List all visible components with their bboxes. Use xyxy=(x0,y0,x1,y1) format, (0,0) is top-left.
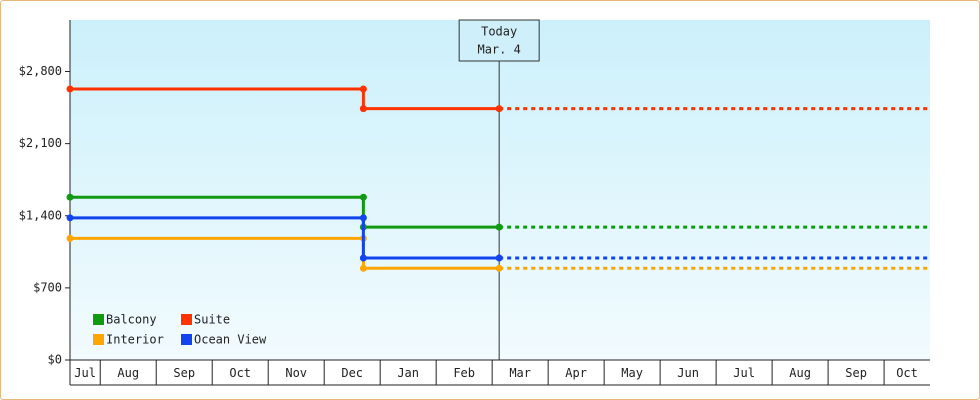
price-point xyxy=(359,264,367,272)
x-tick-label: Feb xyxy=(453,366,475,380)
x-tick-label: Jun xyxy=(677,366,699,380)
price-point xyxy=(495,105,503,113)
price-point xyxy=(495,264,503,272)
x-tick-label: Sep xyxy=(845,366,867,380)
x-tick-label: Aug xyxy=(117,366,139,380)
price-point xyxy=(359,254,367,262)
x-tick-label: Dec xyxy=(341,366,363,380)
price-line xyxy=(70,87,500,111)
legend-swatch xyxy=(181,334,192,345)
x-tick-label: Sep xyxy=(173,366,195,380)
y-tick-label: $0 xyxy=(48,353,62,367)
y-tick-label: $1,400 xyxy=(19,208,62,222)
y-tick-label: $700 xyxy=(33,280,62,294)
x-tick-label: Nov xyxy=(285,366,307,380)
legend-label: Ocean View xyxy=(194,333,267,347)
plot-area xyxy=(70,20,930,360)
x-tick-label: Aug xyxy=(789,366,811,380)
legend-swatch xyxy=(93,314,104,325)
today-label: Today xyxy=(481,25,517,39)
x-tick-label: Jul xyxy=(74,366,96,380)
today-label: Mar. 4 xyxy=(477,43,520,57)
price-point xyxy=(66,193,74,201)
price-line xyxy=(70,216,500,260)
x-tick-label: Oct xyxy=(896,366,918,380)
y-tick-label: $2,100 xyxy=(19,136,62,150)
legend-label: Interior xyxy=(106,333,164,347)
x-tick-label: Apr xyxy=(565,366,587,380)
legend-label: Suite xyxy=(194,313,230,327)
price-point xyxy=(66,234,74,242)
x-tick-label: Oct xyxy=(229,366,251,380)
today-box xyxy=(458,19,540,62)
price-point xyxy=(66,85,74,93)
y-tick-label: $2,800 xyxy=(19,64,62,78)
price-point xyxy=(495,254,503,262)
price-point xyxy=(359,214,367,222)
price-point xyxy=(359,85,367,93)
legend-label: Balcony xyxy=(106,313,157,327)
legend-swatch xyxy=(181,314,192,325)
x-tick-label: May xyxy=(621,366,643,380)
price-point xyxy=(359,105,367,113)
price-point xyxy=(359,193,367,201)
price-point xyxy=(495,223,503,231)
x-tick-label: Jul xyxy=(733,366,755,380)
x-tick-label: Mar xyxy=(509,366,531,380)
legend-swatch xyxy=(93,334,104,345)
price-point xyxy=(66,214,74,222)
price-line xyxy=(70,195,500,229)
x-tick-label: Jan xyxy=(397,366,419,380)
